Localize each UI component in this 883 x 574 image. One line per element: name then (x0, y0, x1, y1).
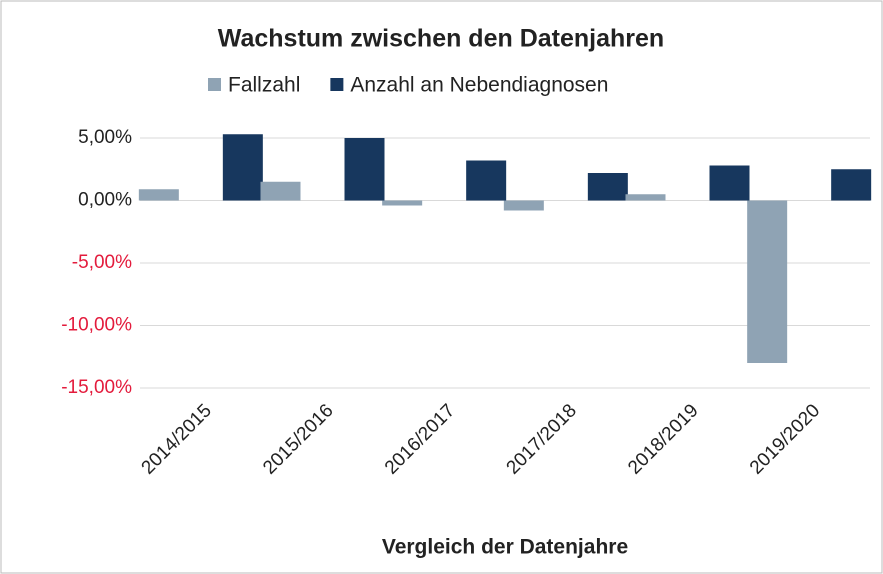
y-tick-label: -10,00% (61, 315, 132, 336)
chart-title: Wachstum zwischen den Datenjahren (218, 25, 664, 53)
bar (831, 169, 872, 201)
legend-label: Anzahl an Nebendiagnosen (350, 74, 608, 97)
bar (260, 181, 301, 201)
bar (747, 200, 788, 363)
legend-swatch (330, 78, 344, 91)
legend-swatch (208, 78, 221, 91)
bar (625, 194, 666, 201)
y-tick-label: -15,00% (61, 377, 132, 398)
y-tick-label: -5,00% (72, 252, 132, 273)
y-tick-label: 0,00% (78, 190, 132, 211)
bar (587, 173, 628, 201)
y-tick-label: 5,00% (78, 127, 132, 148)
bar (344, 138, 385, 201)
bar (709, 165, 750, 201)
bar (503, 200, 544, 211)
bar (222, 134, 263, 201)
bar (138, 189, 179, 201)
bar (466, 160, 507, 201)
legend-label: Fallzahl (228, 74, 300, 97)
x-axis-title: Vergleich der Datenjahre (382, 536, 628, 559)
bar (382, 200, 423, 206)
